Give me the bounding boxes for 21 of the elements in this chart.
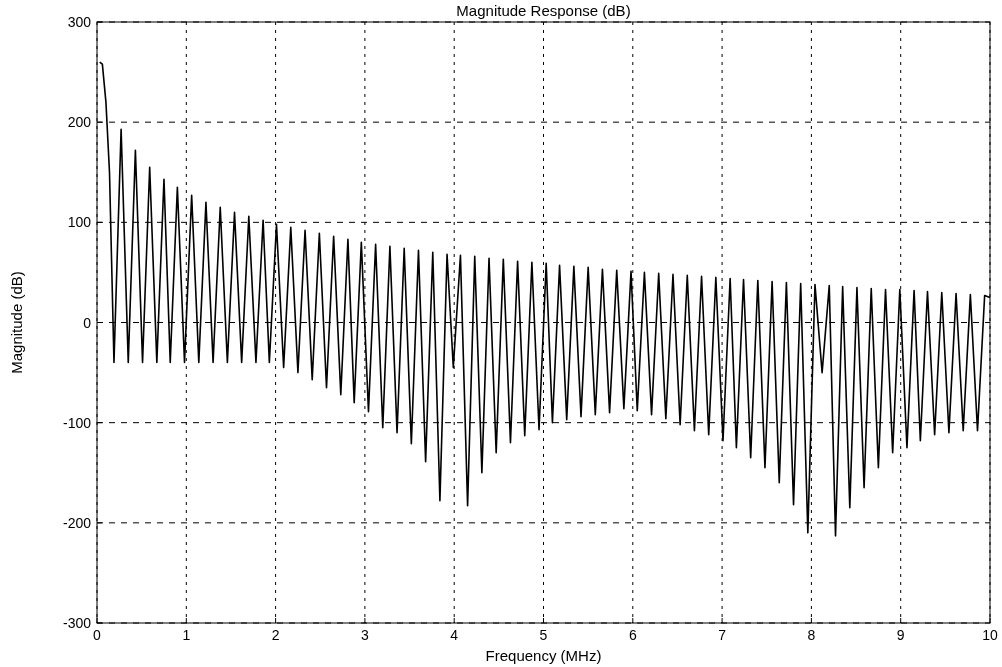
x-tick-label: 3 (361, 627, 369, 643)
y-tick-label: -100 (62, 414, 92, 431)
x-tick-label: 7 (718, 627, 727, 643)
x-tick-label: 4 (450, 627, 459, 643)
y-tick-label: 100 (67, 214, 92, 231)
x-tick-label: 9 (896, 627, 905, 643)
y-tick-label: 0 (83, 314, 92, 331)
x-tick-label: 5 (539, 627, 548, 643)
x-tick-label: 0 (93, 627, 102, 643)
y-tick-label: 300 (67, 14, 92, 30)
x-tick-label: 1 (182, 627, 191, 643)
y-axis-title: Magnitude (dB) (8, 271, 25, 374)
x-tick-label: 10 (982, 627, 998, 643)
x-tick-label: 6 (628, 627, 637, 643)
y-tick-label: 200 (67, 114, 92, 131)
x-tick-label: 2 (271, 627, 280, 643)
chart-title: Magnitude Response (dB) (456, 2, 631, 19)
y-tick-label: -300 (62, 615, 92, 631)
x-axis-title: Frequency (MHz) (485, 647, 602, 664)
x-tick-label: 8 (807, 627, 816, 643)
y-tick-label: -200 (62, 514, 92, 531)
